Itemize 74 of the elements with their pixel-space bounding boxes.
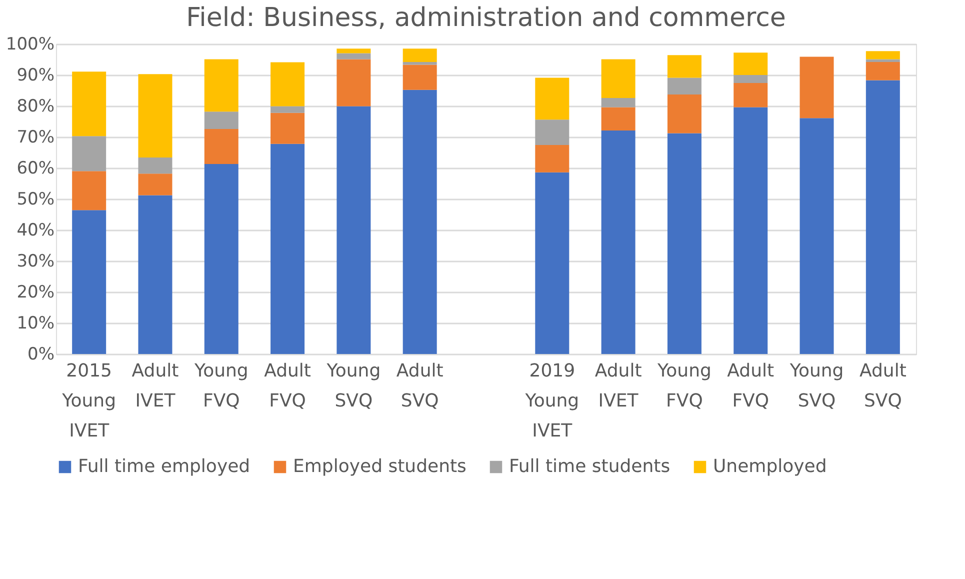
y-tick-label: 20% xyxy=(16,282,54,302)
x-tick-label: Adult FVQ xyxy=(264,360,311,412)
y-tick-label: 0% xyxy=(28,344,54,364)
bar xyxy=(601,130,636,354)
bar xyxy=(734,107,768,354)
y-tick-label: 70% xyxy=(16,128,54,148)
bar xyxy=(402,90,437,354)
bar xyxy=(336,59,371,106)
bar xyxy=(667,94,702,134)
x-tick-label: Adult IVET xyxy=(594,360,642,412)
bar xyxy=(535,172,570,354)
bar xyxy=(402,48,437,62)
y-tick-label: 90% xyxy=(16,66,54,86)
y-tick-label: 10% xyxy=(16,314,54,334)
x-tick-label: Young SVQ xyxy=(788,360,844,412)
legend-label: Employed students xyxy=(293,456,466,477)
y-tick-label: 80% xyxy=(16,96,54,116)
bar xyxy=(667,78,702,95)
bar xyxy=(402,62,437,65)
x-tick-label: Young SVQ xyxy=(326,360,381,412)
bar xyxy=(734,52,768,75)
bar xyxy=(866,62,900,80)
x-tick-label: 2015 Young IVET xyxy=(61,360,116,442)
bar xyxy=(866,59,900,62)
y-tick-label: 100% xyxy=(6,34,54,54)
bar xyxy=(800,56,834,118)
bar xyxy=(138,174,172,196)
bar xyxy=(866,80,900,354)
bar xyxy=(535,145,570,172)
y-tick-label: 60% xyxy=(16,158,54,178)
bar xyxy=(667,55,702,78)
bar xyxy=(270,62,305,106)
bar xyxy=(138,157,172,174)
x-tick-label: Adult SVQ xyxy=(396,360,444,412)
x-tick-label: Adult SVQ xyxy=(859,360,906,412)
bar xyxy=(601,59,636,98)
chart-title: Field: Business, administration and commerce xyxy=(186,3,786,33)
bar xyxy=(336,53,371,60)
bar xyxy=(72,72,106,136)
bar xyxy=(138,74,172,158)
y-tick-label: 40% xyxy=(16,220,54,240)
bar xyxy=(336,106,371,354)
bar xyxy=(535,78,570,120)
bar xyxy=(270,112,305,144)
x-tick-label: Adult IVET xyxy=(132,360,179,412)
x-tick-label: Young FVQ xyxy=(656,360,712,412)
x-tick-label: 2019 Young IVET xyxy=(524,360,580,442)
bar xyxy=(866,51,900,60)
bar xyxy=(535,120,570,146)
bar xyxy=(204,164,238,354)
bar xyxy=(601,98,636,108)
bar xyxy=(72,171,106,210)
bar xyxy=(138,195,172,354)
bar xyxy=(734,75,768,84)
legend-label: Unemployed xyxy=(713,456,827,477)
bar xyxy=(72,210,106,354)
x-tick-label: Adult FVQ xyxy=(727,360,774,412)
legend-label: Full time employed xyxy=(78,456,250,477)
bar xyxy=(204,59,238,112)
bar xyxy=(667,133,702,354)
bar xyxy=(72,136,106,172)
y-tick-label: 30% xyxy=(16,252,54,272)
bar xyxy=(800,118,834,354)
y-tick-label: 50% xyxy=(16,190,54,210)
bar xyxy=(270,106,305,113)
bar xyxy=(402,64,437,90)
bar xyxy=(204,128,238,164)
bar xyxy=(734,83,768,108)
x-tick-label: Young FVQ xyxy=(193,360,248,412)
bar xyxy=(204,112,238,129)
bar xyxy=(270,144,305,354)
bar xyxy=(336,48,371,54)
bar xyxy=(601,107,636,130)
legend-label: Full time students xyxy=(509,456,670,477)
